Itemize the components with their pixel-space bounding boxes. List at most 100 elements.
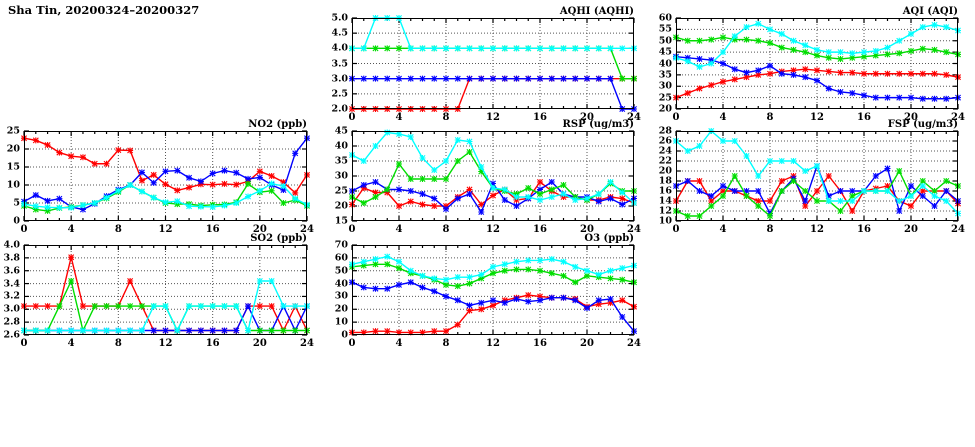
plot-frame-so2 bbox=[24, 245, 307, 335]
series-marker bbox=[396, 75, 402, 82]
series-marker bbox=[304, 135, 310, 142]
series-marker bbox=[908, 203, 914, 209]
series-marker bbox=[103, 194, 110, 201]
series-marker bbox=[861, 188, 867, 194]
series-marker bbox=[619, 189, 626, 196]
series-marker bbox=[720, 49, 726, 56]
series-marker bbox=[837, 69, 844, 76]
series-marker bbox=[631, 45, 637, 52]
y-tick-label: 14 bbox=[658, 195, 672, 207]
series-marker bbox=[150, 327, 157, 334]
series-marker bbox=[743, 36, 750, 43]
series-marker bbox=[384, 75, 391, 82]
chart-title-aqi: AQI (AQI) bbox=[902, 6, 958, 17]
series-marker bbox=[619, 195, 626, 202]
series-marker bbox=[884, 188, 891, 194]
series-marker bbox=[162, 181, 169, 188]
series-marker bbox=[537, 75, 543, 82]
series-marker bbox=[572, 197, 579, 203]
series-marker bbox=[767, 198, 773, 204]
series-marker bbox=[955, 51, 961, 58]
series-marker bbox=[825, 49, 832, 56]
y-tick-label: 10 bbox=[334, 316, 348, 328]
x-tick-label: 24 bbox=[951, 224, 965, 235]
series-marker bbox=[708, 82, 715, 89]
series-marker bbox=[755, 198, 762, 204]
series-marker bbox=[955, 74, 961, 81]
series-marker bbox=[814, 52, 820, 59]
series-marker bbox=[407, 267, 414, 274]
series-marker bbox=[360, 45, 367, 52]
series-marker bbox=[407, 106, 414, 112]
series-marker bbox=[607, 45, 614, 52]
series-marker bbox=[525, 257, 532, 264]
series-marker bbox=[943, 71, 950, 78]
series-marker bbox=[767, 62, 773, 69]
series-marker bbox=[68, 327, 75, 334]
series-marker bbox=[372, 189, 379, 196]
series-marker bbox=[684, 54, 691, 61]
series-marker bbox=[501, 197, 508, 203]
x-tick-label: 0 bbox=[20, 338, 28, 349]
y-tick-label: 20 bbox=[658, 103, 672, 115]
series-marker bbox=[548, 256, 555, 263]
series-marker bbox=[872, 70, 879, 77]
series-marker bbox=[849, 69, 856, 76]
x-tick-label: 8 bbox=[114, 338, 122, 349]
series-marker bbox=[631, 262, 637, 269]
series-marker bbox=[384, 285, 391, 292]
chart-panel-rsp: RSP (ug/m3) 15 20 25 30 35 40 45 0 4 8 12 16 20 24 bbox=[335, 119, 641, 235]
x-tick-label: 16 bbox=[857, 112, 871, 123]
series-marker bbox=[607, 299, 614, 306]
series-marker bbox=[68, 153, 75, 160]
series-marker bbox=[755, 67, 762, 74]
series-marker bbox=[731, 173, 738, 179]
series-marker bbox=[162, 199, 169, 206]
series-marker bbox=[955, 183, 961, 189]
series-marker bbox=[525, 194, 532, 200]
series-marker bbox=[150, 194, 157, 201]
x-tick-label: 4 bbox=[395, 338, 403, 349]
series-marker bbox=[696, 55, 703, 62]
series-marker bbox=[607, 179, 614, 185]
series-marker bbox=[884, 70, 891, 77]
series-marker bbox=[814, 77, 820, 84]
series-marker bbox=[537, 186, 543, 193]
series-marker bbox=[454, 75, 461, 82]
series-marker bbox=[513, 203, 520, 209]
series-marker bbox=[91, 327, 98, 334]
series-marker bbox=[372, 328, 379, 335]
series-marker bbox=[849, 188, 856, 194]
series-marker bbox=[896, 70, 903, 77]
x-tick-label: 0 bbox=[348, 224, 356, 235]
series-marker bbox=[595, 297, 602, 304]
series-marker bbox=[943, 49, 950, 56]
series-marker bbox=[44, 327, 51, 334]
series-marker bbox=[115, 327, 122, 334]
series-marker bbox=[127, 182, 134, 188]
series-marker bbox=[32, 327, 39, 334]
series-marker bbox=[802, 198, 809, 204]
y-tick-label: 5.0 bbox=[331, 12, 348, 24]
x-tick-label: 12 bbox=[486, 338, 500, 349]
series-marker bbox=[631, 188, 637, 194]
x-tick-label: 24 bbox=[951, 112, 965, 123]
series-marker bbox=[443, 176, 449, 182]
series-marker bbox=[548, 194, 555, 200]
series-marker bbox=[44, 303, 51, 310]
series-marker bbox=[466, 191, 473, 197]
series-marker bbox=[755, 37, 762, 44]
series-marker bbox=[908, 183, 914, 189]
y-tick-label: 20 bbox=[6, 143, 20, 155]
series-marker bbox=[537, 257, 543, 264]
series-marker bbox=[802, 42, 809, 49]
series-marker bbox=[384, 253, 391, 260]
series-marker bbox=[837, 188, 844, 194]
x-tick-label: 8 bbox=[114, 224, 122, 235]
series-marker bbox=[431, 275, 438, 282]
y-tick-label: 3.6 bbox=[3, 265, 20, 277]
series-marker bbox=[684, 37, 691, 44]
series-marker bbox=[513, 75, 520, 82]
series-marker bbox=[466, 274, 473, 281]
series-marker bbox=[197, 203, 204, 210]
